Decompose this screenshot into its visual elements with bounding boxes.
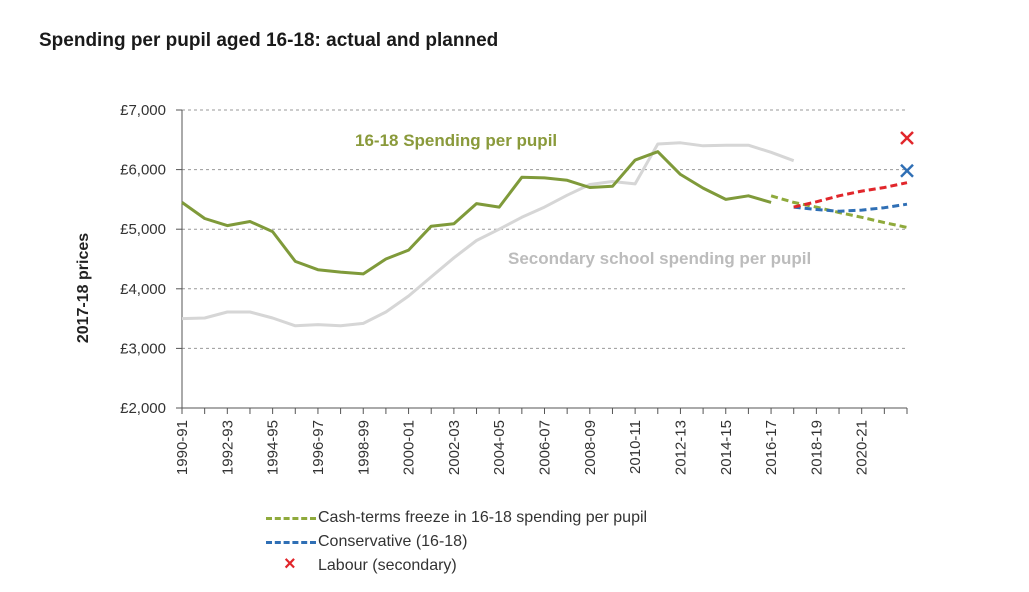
legend-item-labour: × Labour (secondary) — [262, 553, 647, 578]
y-tick-label: £6,000 — [120, 162, 166, 179]
legend-label-labour: Labour (secondary) — [318, 557, 457, 574]
legend-item-freeze: Cash-terms freeze in 16-18 spending per … — [262, 506, 647, 530]
x-tick-label: 2018-19 — [808, 420, 825, 475]
x-tick-label: 2004-05 — [491, 420, 508, 475]
legend-item-conservative: Conservative (16-18) — [262, 530, 647, 554]
x-tick-label: 2012-13 — [672, 420, 689, 475]
series-line-0 — [181, 150, 772, 276]
y-tick-labels: £2,000 £3,000 £4,000 £5,000 £6,000 £7,000 — [120, 102, 166, 417]
x-tick-label: 2014-15 — [718, 420, 735, 475]
series-line-3 — [793, 202, 908, 213]
y-tick-label: £3,000 — [120, 340, 166, 357]
legend-label-conservative: Conservative (16-18) — [318, 533, 468, 550]
x-marker-1 — [900, 163, 914, 178]
annotation-secondary: Secondary school spending per pupil — [508, 249, 811, 268]
x-tick-label: 1992-93 — [219, 420, 236, 475]
legend-swatch-conservative — [266, 541, 316, 544]
legend-swatch-labour: × — [284, 553, 296, 575]
legend-swatch-freeze — [266, 517, 316, 520]
x-tick-label: 2010-11 — [627, 420, 644, 474]
x-tick-label: 1996-97 — [310, 420, 327, 475]
gridlines — [182, 109, 907, 349]
x-tick-label: 2016-17 — [763, 420, 780, 475]
x-tick-label: 2002-03 — [446, 420, 463, 475]
series-line-1 — [181, 141, 795, 328]
x-tick-label: 2020-21 — [854, 420, 871, 475]
x-tick-labels: 1990-91 1992-93 1994-95 1996-97 1998-99 2000-… — [174, 420, 871, 475]
y-tick-label: £5,000 — [120, 221, 166, 238]
y-axis-label: 2017-18 prices — [75, 233, 92, 343]
x-tick-label: 2000-01 — [401, 420, 418, 475]
legend: Cash-terms freeze in 16-18 spending per … — [262, 506, 647, 578]
annotation-16-18: 16-18 Spending per pupil — [355, 131, 557, 150]
x-tick-label: 2006-07 — [537, 420, 554, 475]
series-markers — [900, 131, 914, 178]
x-tick-label: 1990-91 — [174, 420, 191, 475]
axes — [176, 109, 908, 414]
x-tick-label: 1998-99 — [355, 420, 372, 475]
x-tick-label: 2008-09 — [582, 420, 599, 475]
y-tick-label: £4,000 — [120, 281, 166, 298]
series-lines — [181, 141, 908, 328]
x-marker-0 — [900, 131, 914, 145]
series-line-4 — [793, 181, 908, 209]
y-tick-label: £2,000 — [120, 400, 166, 417]
chart-title: Spending per pupil aged 16-18: actual an… — [39, 30, 499, 51]
x-tick-label: 1994-95 — [265, 420, 282, 475]
y-tick-label: £7,000 — [120, 102, 166, 119]
legend-label-freeze: Cash-terms freeze in 16-18 spending per … — [318, 509, 648, 526]
